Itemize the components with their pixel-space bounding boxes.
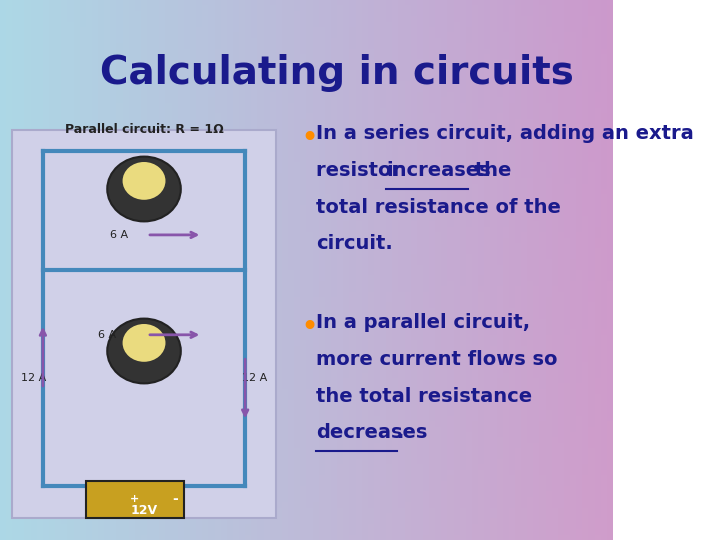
FancyBboxPatch shape xyxy=(86,481,184,518)
Text: the: the xyxy=(467,161,511,180)
Text: •: • xyxy=(300,124,318,153)
Text: •: • xyxy=(300,313,318,342)
Text: circuit.: circuit. xyxy=(315,234,392,253)
Text: 6 A: 6 A xyxy=(110,230,129,240)
Circle shape xyxy=(107,157,181,221)
Circle shape xyxy=(122,162,166,200)
Text: 12V: 12V xyxy=(130,504,158,517)
Text: resistor: resistor xyxy=(315,161,408,180)
FancyBboxPatch shape xyxy=(12,130,276,518)
Circle shape xyxy=(107,319,181,383)
Text: .: . xyxy=(397,423,405,442)
Text: total resistance of the: total resistance of the xyxy=(315,198,560,217)
Circle shape xyxy=(122,324,166,362)
Text: more current flows so: more current flows so xyxy=(315,350,557,369)
Text: Calculating in circuits: Calculating in circuits xyxy=(100,54,574,92)
Text: Parallel circuit: R = 1Ω: Parallel circuit: R = 1Ω xyxy=(65,123,223,136)
Text: increases: increases xyxy=(386,161,491,180)
Text: 12 A: 12 A xyxy=(21,373,46,383)
Text: decreases: decreases xyxy=(315,423,427,442)
Text: the total resistance: the total resistance xyxy=(315,387,532,406)
Text: In a series circuit, adding an extra: In a series circuit, adding an extra xyxy=(315,124,693,143)
Text: 12 A: 12 A xyxy=(242,373,267,383)
Text: 6 A: 6 A xyxy=(98,330,117,340)
Text: In a parallel circuit,: In a parallel circuit, xyxy=(315,313,530,332)
Text: +: + xyxy=(130,495,140,504)
Text: -: - xyxy=(172,492,178,507)
